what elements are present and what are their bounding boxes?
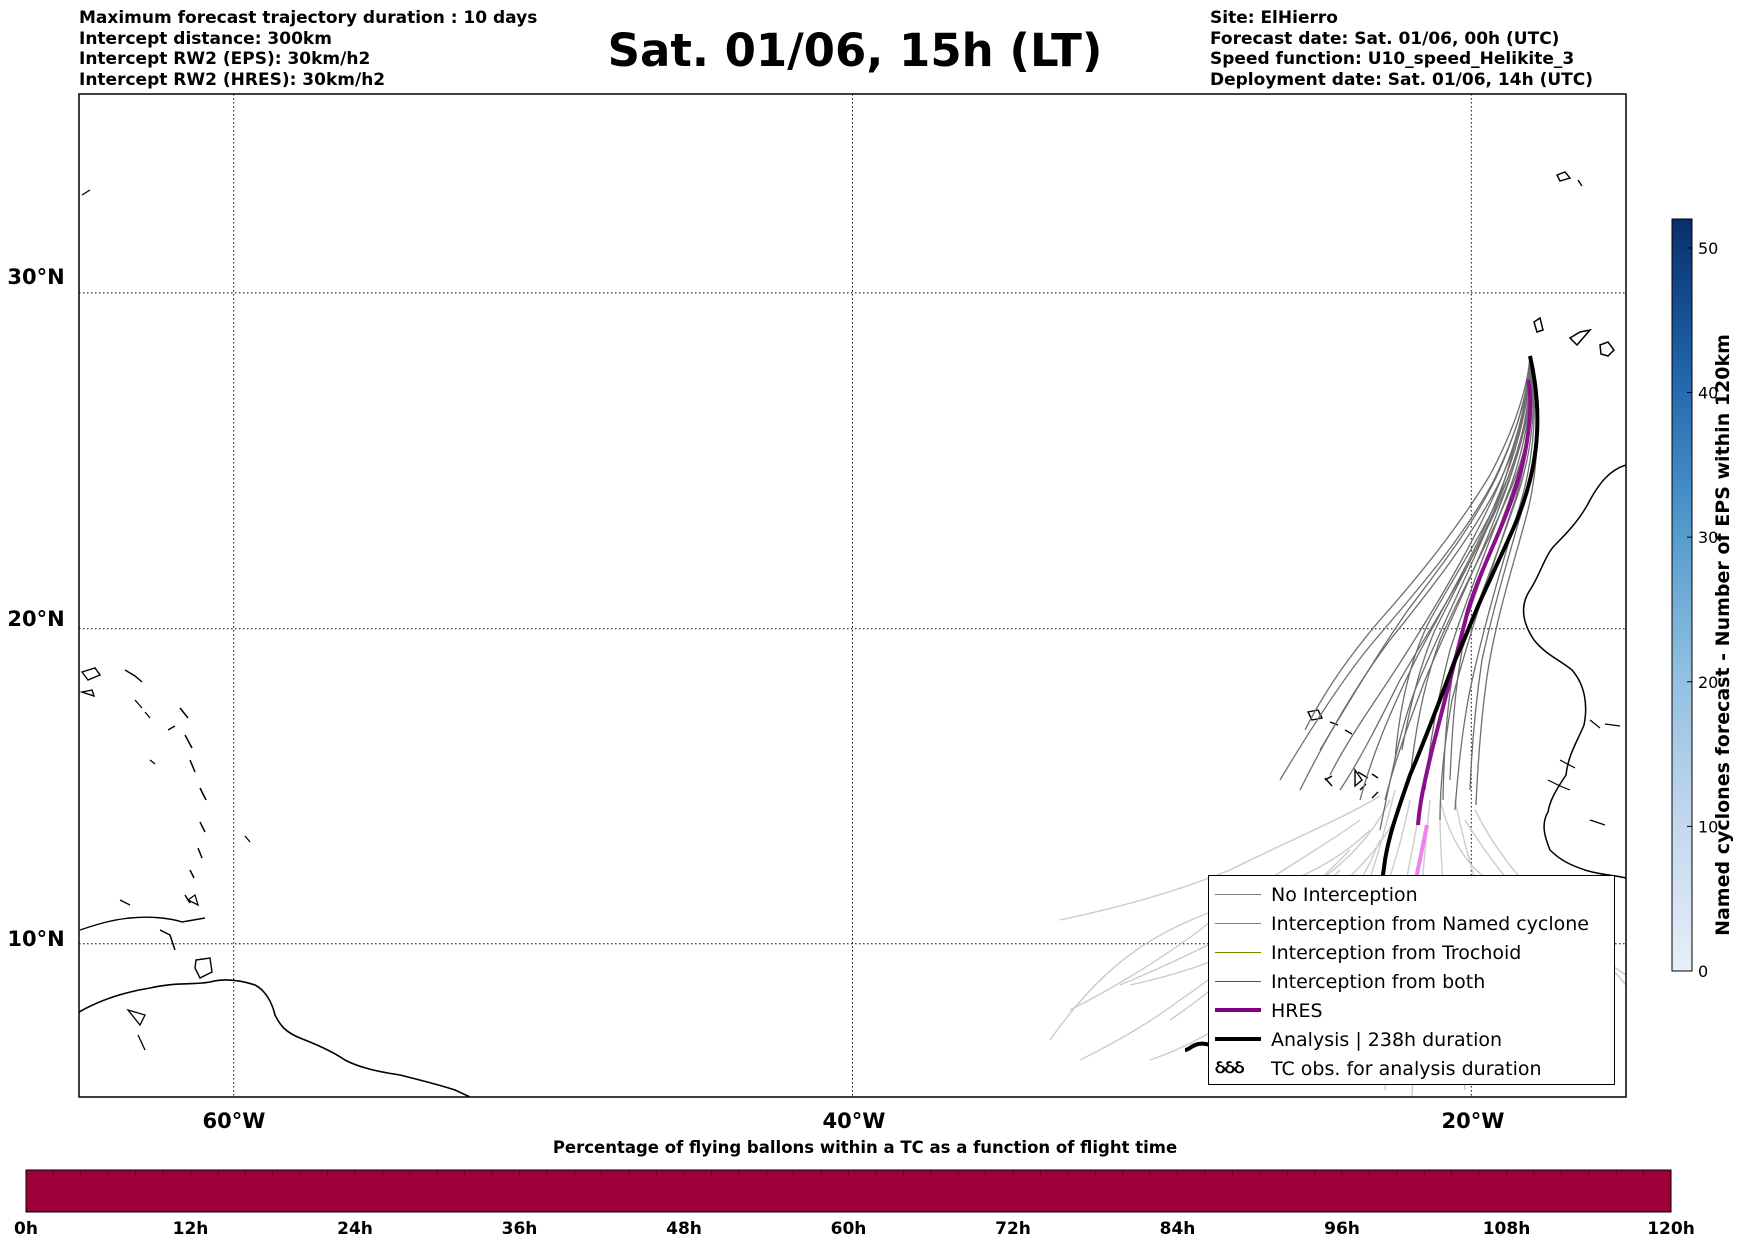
coastline-puerto-rico <box>79 667 143 698</box>
colorbar-right-tick-label: 30 <box>1698 528 1718 547</box>
map-frame <box>78 93 1627 1098</box>
coastline-south-america <box>79 979 471 1097</box>
legend-label: Interception from Named cyclone <box>1271 913 1589 935</box>
colorbar-right-tick-label: 0 <box>1698 962 1708 981</box>
colorbar-right-tick-label: 50 <box>1698 239 1718 258</box>
trajectory-no-interception <box>1319 355 1531 751</box>
colorbar-right-tick-label: 20 <box>1698 673 1718 692</box>
colorbar-bottom-tick-label: 120h <box>1647 1219 1695 1239</box>
trajectory-no-interception <box>1359 355 1531 801</box>
coastline-africa <box>1522 464 1626 879</box>
legend-swatch <box>1215 980 1261 982</box>
colorbar-right <box>1671 218 1693 972</box>
header-right-line: Site: ElHierro <box>1210 8 1338 28</box>
coastline-cape-verde <box>1306 709 1379 799</box>
header-left-line: Intercept RW2 (HRES): 30km/h2 <box>79 69 386 90</box>
colorbar-bottom <box>25 1169 1672 1213</box>
lat-label: 30°N <box>7 265 64 289</box>
coastline-cape-verde-south <box>1324 767 1379 788</box>
colorbar-right-label: Named cyclones forecast - Number of EPS … <box>1712 334 1734 936</box>
legend-label: Interception from Trochoid <box>1271 942 1522 964</box>
legend-swatch <box>1215 893 1261 895</box>
trajectory-future <box>1059 795 1381 921</box>
coastline-madeira <box>1556 171 1583 187</box>
colorbar-right-ticks: 0 10 20 30 40 50 <box>1687 239 1718 981</box>
colorbar-bottom-tick-label: 36h <box>502 1219 538 1239</box>
coastline-africa-detail <box>1547 719 1621 826</box>
lon-label: 40°W <box>823 1109 886 1133</box>
colorbar-right-tick-label: 10 <box>1698 817 1718 836</box>
legend-item-tc-obs: ઠઠઠ TC obs. for analysis duration <box>1209 1055 1614 1084</box>
header-right-line: Speed function: U10_speed_Helikite_3 <box>1210 49 1575 69</box>
colorbar-bottom-tick-label: 84h <box>1160 1219 1196 1239</box>
trajectory-hres <box>1416 379 1533 826</box>
trajectory-no-interception <box>1401 355 1532 751</box>
trajectory-no-interception <box>1304 355 1531 731</box>
colorbar-bottom-tick-label: 72h <box>995 1219 1031 1239</box>
legend-label: No Interception <box>1271 884 1418 906</box>
header-left-info: Maximum forecast trajectory duration : 1… <box>79 8 537 90</box>
colorbar-bottom-tick-label: 108h <box>1483 1219 1531 1239</box>
header-right-line: Deployment date: Sat. 01/06, 14h (UTC) <box>1210 69 1594 90</box>
lon-label: 20°W <box>1442 1109 1505 1133</box>
coastlines <box>79 171 1626 1097</box>
colorbar-bottom-tick-label: 96h <box>1324 1219 1360 1239</box>
legend-item-analysis: Analysis | 238h duration <box>1209 1026 1614 1055</box>
lat-label: 20°N <box>7 607 64 631</box>
legend-item-no-interception: No Interception <box>1209 881 1614 910</box>
colorbar-bottom-tick-label: 12h <box>173 1219 209 1239</box>
coastline-small-islands <box>81 189 251 1051</box>
colorbar-bottom-tick-label: 60h <box>831 1219 867 1239</box>
legend-label: Interception from both <box>1271 971 1486 993</box>
colorbar-bottom-tick-label: 24h <box>337 1219 373 1239</box>
legend-label: HRES <box>1271 1000 1323 1022</box>
trajectory-no-interception <box>1329 355 1531 776</box>
page-title: Sat. 01/06, 15h (LT) <box>607 24 1103 77</box>
header-right-line: Forecast date: Sat. 01/06, 00h (UTC) <box>1210 28 1560 49</box>
legend-item-both: Interception from both <box>1209 968 1614 997</box>
coastline-lesser-antilles <box>159 707 207 951</box>
legend-item-named-cyclone: Interception from Named cyclone <box>1209 910 1614 939</box>
legend-swatch <box>1215 1037 1261 1041</box>
coastline-canary-islands <box>1533 316 1615 357</box>
lon-label: 60°W <box>203 1109 266 1133</box>
colorbar-bottom-title: Percentage of flying ballons within a TC… <box>552 1138 1178 1157</box>
header-left-line: Maximum forecast trajectory duration : 1… <box>79 8 538 28</box>
legend-item-hres: HRES <box>1209 997 1614 1026</box>
tc-obs-icon: ઠઠઠ <box>1215 1057 1244 1078</box>
legend-swatch <box>1215 1008 1261 1012</box>
colorbar-bottom-tick-label: 0h <box>14 1219 38 1239</box>
legend-label: Analysis | 238h duration <box>1271 1029 1503 1051</box>
header-left-line: Intercept distance: 300km <box>79 28 332 49</box>
colorbar-bottom-ticks: 0h 12h 24h 36h 48h 60h 72h 84h 96h 108h 120h <box>14 1170 1695 1239</box>
trajectory-no-interception <box>1454 355 1535 811</box>
header-left-line: Intercept RW2 (EPS): 30km/h2 <box>79 49 371 69</box>
coastline-venezuela-north <box>79 916 206 931</box>
legend-swatch <box>1215 951 1261 953</box>
coastline-trinidad <box>194 957 213 979</box>
lat-label: 10°N <box>7 927 64 951</box>
legend: No Interception Interception from Named … <box>1208 875 1615 1085</box>
header-right-info: Site: ElHierro Forecast date: Sat. 01/06… <box>1210 8 1593 90</box>
legend-swatch <box>1215 922 1261 924</box>
colorbar-bottom-tick-label: 48h <box>666 1219 702 1239</box>
legend-item-trochoid: Interception from Trochoid <box>1209 939 1614 968</box>
trajectory-no-interception <box>1449 355 1534 781</box>
trajectory-future <box>1069 819 1361 1011</box>
colorbar-right-tick-label: 40 <box>1698 384 1718 403</box>
legend-label: TC obs. for analysis duration <box>1271 1058 1542 1080</box>
coastline-guadeloupe <box>119 893 200 907</box>
